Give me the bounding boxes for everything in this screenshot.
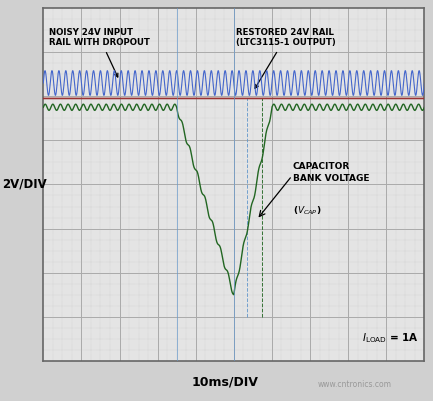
Text: NOISY 24V INPUT
RAIL WITH DROPOUT: NOISY 24V INPUT RAIL WITH DROPOUT: [49, 28, 150, 77]
Text: CAPACITOR
BANK VOLTAGE: CAPACITOR BANK VOLTAGE: [293, 162, 369, 183]
Text: $I_{\rm LOAD}$ = 1A: $I_{\rm LOAD}$ = 1A: [362, 332, 419, 346]
Text: 2V/DIV: 2V/DIV: [2, 178, 47, 191]
Text: ($\mathit{V}_{\mathit{CAP}}$): ($\mathit{V}_{\mathit{CAP}}$): [293, 205, 321, 217]
Text: www.cntronics.com: www.cntronics.com: [318, 380, 392, 389]
Text: RESTORED 24V RAIL
(LTC3115-1 OUTPUT): RESTORED 24V RAIL (LTC3115-1 OUTPUT): [236, 28, 336, 88]
Text: 10ms/DIV: 10ms/DIV: [192, 376, 259, 389]
